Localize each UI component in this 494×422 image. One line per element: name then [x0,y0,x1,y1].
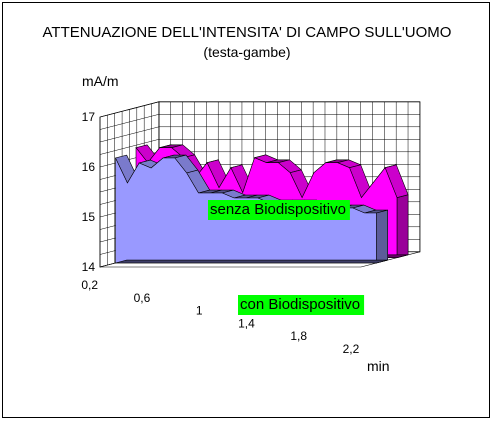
y-tick-label: 15 [82,210,96,224]
chart-frame: ATTENUAZIONE DELL'INTENSITA' DI CAMPO SU… [2,2,490,418]
ribbon-end-cap [396,194,409,259]
y-axis-label: mA/m [82,73,119,89]
y-tick-label: 14 [82,260,96,274]
x-tick-label: 2,2 [343,342,360,356]
series-labels: senza Biodispositivo con Biodispositivo [208,200,365,315]
x-axis-label: min [367,358,390,374]
y-tick-label: 17 [82,110,96,124]
chart-title: ATTENUAZIONE DELL'INTENSITA' DI CAMPO SU… [43,24,452,41]
y-axis-ticks: 14 15 16 17 [82,110,96,274]
ribbon-end-cap [376,209,389,264]
x-tick-label: 1 [196,304,203,318]
x-tick-label: 0,2 [81,278,98,292]
label-con: con Biodispositivo [240,296,360,313]
chart-svg: ATTENUAZIONE DELL'INTENSITA' DI CAMPO SU… [43,24,452,374]
y-tick-label: 16 [82,160,96,174]
label-senza: senza Biodispositivo [210,201,346,218]
x-tick-label: 1,8 [290,329,307,343]
x-axis-ticks: 0,2 0,6 1 1,4 1,8 2,2 [81,278,359,356]
label-senza-bg [208,200,350,220]
ribbon-bottom [115,259,388,264]
chart-subtitle: (testa-gambe) [203,44,290,60]
x-tick-label: 1,4 [238,316,255,330]
label-con-bg [238,295,365,315]
x-tick-label: 0,6 [134,291,151,305]
